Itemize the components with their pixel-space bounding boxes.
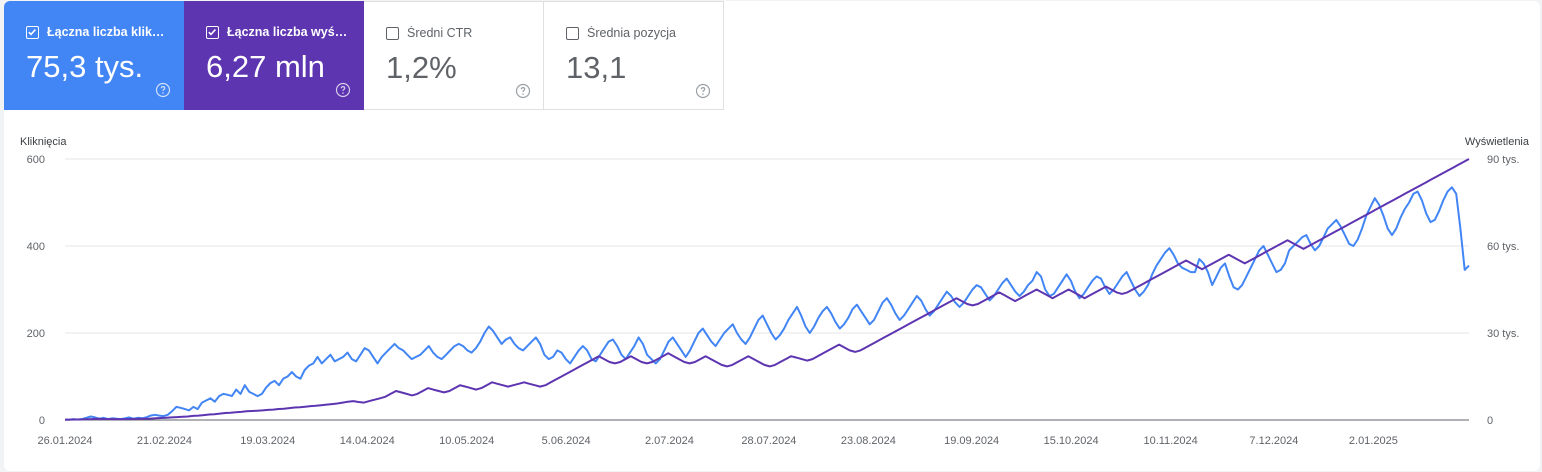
y-left-tick-label: 400 — [27, 241, 45, 253]
metric-tiles: Łączna liczba kliknięć 75,3 tys. Łączna … — [4, 1, 724, 111]
series-lines — [64, 158, 1470, 421]
metric-tile-ctr[interactable]: Średni CTR 1,2% — [364, 1, 544, 110]
metric-value: 13,1 — [566, 50, 627, 85]
help-circle-icon[interactable] — [695, 83, 711, 99]
clicks-line — [65, 186, 1470, 421]
y-right-tick-label: 60 tys. — [1487, 241, 1519, 253]
metric-value: 6,27 mln — [206, 49, 325, 84]
y-left-tick-label: 200 — [27, 328, 45, 340]
y-left-tick-label: 0 — [39, 415, 45, 427]
y-axis-left-title: Kliknięcia — [20, 136, 67, 148]
x-tick-label: 2.01.2025 — [1349, 435, 1398, 447]
y-left-tick-label: 600 — [27, 154, 45, 166]
x-tick-label: 10.05.2024 — [439, 435, 494, 447]
x-tick-label: 14.04.2024 — [340, 435, 395, 447]
x-tick-label: 23.08.2024 — [841, 435, 896, 447]
help-circle-icon[interactable] — [515, 83, 531, 99]
help-circle-icon[interactable] — [335, 82, 351, 98]
y-axis-right-title: Wyświetlenia — [1465, 136, 1530, 148]
x-tick-label: 15.10.2024 — [1044, 435, 1099, 447]
x-tick-label: 10.11.2024 — [1143, 435, 1197, 447]
performance-card: Łączna liczba kliknięć 75,3 tys. Łączna … — [4, 1, 1540, 471]
x-tick-label: 19.03.2024 — [240, 435, 295, 447]
metric-tile-clicks[interactable]: Łączna liczba kliknięć 75,3 tys. — [4, 1, 184, 110]
x-tick-label: 26.01.2024 — [37, 435, 92, 447]
x-tick-label: 19.09.2024 — [944, 435, 999, 447]
impressions-line — [64, 158, 1470, 421]
metric-tile-position[interactable]: Średnia pozycja 13,1 — [544, 1, 724, 110]
y-axis-right: 0 30 tys. 60 tys. 90 tys. — [1487, 154, 1519, 427]
checkbox-icon[interactable] — [26, 26, 39, 39]
grid-lines — [65, 158, 1469, 421]
y-right-tick-label: 0 — [1487, 415, 1493, 427]
y-right-tick-label: 90 tys. — [1487, 154, 1519, 166]
performance-chart[interactable]: Kliknięcia Wyświetlenia 0 200 400 600 0 30 t… — [4, 1, 1540, 471]
x-tick-label: 28.07.2024 — [741, 435, 796, 447]
checkbox-icon[interactable] — [386, 27, 399, 40]
y-right-tick-label: 30 tys. — [1487, 328, 1519, 340]
checkbox-icon[interactable] — [206, 26, 219, 39]
metric-tile-impressions[interactable]: Łączna liczba wyświetleń 6,27 mln — [184, 1, 364, 110]
checkbox-icon[interactable] — [566, 27, 579, 40]
x-tick-label: 7.12.2024 — [1249, 435, 1298, 447]
x-tick-label: 5.06.2024 — [542, 435, 591, 447]
x-tick-label: 21.02.2024 — [137, 435, 192, 447]
help-circle-icon[interactable] — [155, 82, 171, 98]
metric-value: 1,2% — [386, 50, 457, 85]
y-axis-left: 0 200 400 600 — [27, 154, 45, 427]
x-axis: 26.01.2024 21.02.2024 19.03.2024 14.04.2024… — [37, 435, 1397, 447]
x-tick-label: 2.07.2024 — [645, 435, 694, 447]
metric-value: 75,3 tys. — [26, 49, 144, 84]
